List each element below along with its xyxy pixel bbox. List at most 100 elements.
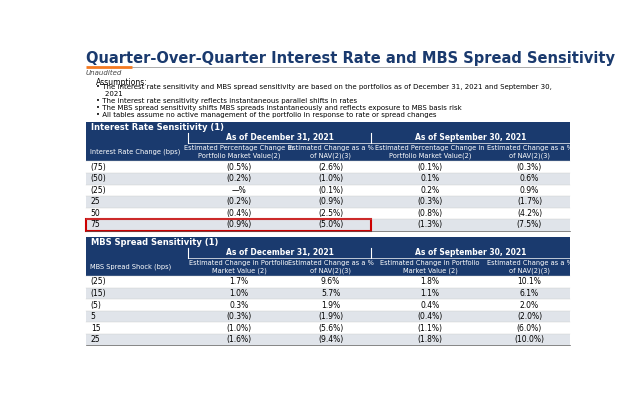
Text: 25: 25 — [91, 335, 100, 344]
Text: 15: 15 — [91, 324, 100, 333]
Text: (1.8%): (1.8%) — [417, 335, 442, 344]
Text: (1.9%): (1.9%) — [318, 312, 343, 321]
Text: (0.2%): (0.2%) — [227, 174, 252, 183]
Text: (1.7%): (1.7%) — [517, 198, 542, 206]
Text: • The interest rate sensitivity and MBS spread sensitivity are based on the port: • The interest rate sensitivity and MBS … — [95, 84, 552, 90]
Text: 75: 75 — [91, 220, 100, 229]
FancyBboxPatch shape — [86, 196, 570, 208]
Text: 0.3%: 0.3% — [229, 300, 249, 310]
FancyBboxPatch shape — [86, 258, 570, 276]
Text: 5: 5 — [91, 312, 95, 321]
Text: 5.7%: 5.7% — [321, 289, 340, 298]
Text: 25: 25 — [91, 198, 100, 206]
Text: (0.3%): (0.3%) — [227, 312, 252, 321]
Text: 1.8%: 1.8% — [420, 278, 440, 286]
Text: (15): (15) — [91, 289, 106, 298]
Text: (7.5%): (7.5%) — [517, 220, 542, 229]
Text: 1.1%: 1.1% — [420, 289, 440, 298]
Text: 1.9%: 1.9% — [321, 300, 340, 310]
Text: (1.6%): (1.6%) — [227, 335, 252, 344]
Text: (25): (25) — [91, 278, 106, 286]
Text: (0.1%): (0.1%) — [417, 163, 443, 172]
Text: 2021: 2021 — [95, 91, 122, 98]
Text: —%: —% — [232, 186, 246, 195]
FancyBboxPatch shape — [86, 219, 570, 231]
Text: (2.5%): (2.5%) — [318, 209, 343, 218]
FancyBboxPatch shape — [86, 208, 570, 219]
Text: (0.4%): (0.4%) — [227, 209, 252, 218]
FancyBboxPatch shape — [86, 288, 570, 299]
Text: 6.1%: 6.1% — [520, 289, 539, 298]
FancyBboxPatch shape — [86, 185, 570, 196]
FancyBboxPatch shape — [86, 173, 570, 185]
Text: 0.6%: 0.6% — [520, 174, 539, 183]
Text: 0.4%: 0.4% — [420, 300, 440, 310]
Text: Quarter-Over-Quarter Interest Rate and MBS Spread Sensitivity: Quarter-Over-Quarter Interest Rate and M… — [86, 51, 615, 66]
Text: (9.4%): (9.4%) — [318, 335, 343, 344]
Text: Assumptions:: Assumptions: — [95, 78, 147, 86]
Text: (0.3%): (0.3%) — [417, 198, 443, 206]
Text: 0.9%: 0.9% — [520, 186, 539, 195]
Text: (0.1%): (0.1%) — [318, 186, 343, 195]
Text: (5.0%): (5.0%) — [318, 220, 343, 229]
Text: (2.0%): (2.0%) — [517, 312, 542, 321]
Text: (0.2%): (0.2%) — [227, 198, 252, 206]
FancyBboxPatch shape — [86, 237, 570, 248]
Text: 2.0%: 2.0% — [520, 300, 539, 310]
Text: (0.5%): (0.5%) — [227, 163, 252, 172]
Text: 9.6%: 9.6% — [321, 278, 340, 286]
FancyBboxPatch shape — [86, 248, 570, 258]
Text: (0.9%): (0.9%) — [318, 198, 343, 206]
Text: (1.0%): (1.0%) — [227, 324, 252, 333]
Text: (5.6%): (5.6%) — [318, 324, 343, 333]
Text: • The interest rate sensitivity reflects instantaneous parallel shifts in rates: • The interest rate sensitivity reflects… — [95, 98, 356, 104]
Text: (0.9%): (0.9%) — [227, 220, 252, 229]
FancyBboxPatch shape — [86, 133, 570, 143]
Text: (0.3%): (0.3%) — [517, 163, 542, 172]
FancyBboxPatch shape — [86, 143, 570, 161]
Text: (10.0%): (10.0%) — [515, 335, 545, 344]
Text: (1.1%): (1.1%) — [417, 324, 442, 333]
Text: Estimated Change in Portfolio
Market Value (2): Estimated Change in Portfolio Market Val… — [189, 260, 289, 273]
Text: (0.8%): (0.8%) — [417, 209, 443, 218]
Text: (1.3%): (1.3%) — [417, 220, 443, 229]
Text: • All tables assume no active management of the portfolio in response to rate or: • All tables assume no active management… — [95, 112, 436, 118]
Text: 0.2%: 0.2% — [420, 186, 440, 195]
Text: Estimated Change as a %
of NAV(2)(3): Estimated Change as a % of NAV(2)(3) — [287, 146, 374, 159]
Text: 1.7%: 1.7% — [230, 278, 248, 286]
Text: • The MBS spread sensitivity shifts MBS spreads instantaneously and reflects exp: • The MBS spread sensitivity shifts MBS … — [95, 105, 461, 111]
Text: (50): (50) — [91, 174, 106, 183]
Text: (2.6%): (2.6%) — [318, 163, 343, 172]
Text: As of December 31, 2021: As of December 31, 2021 — [226, 134, 333, 142]
Text: Estimated Change in Portfolio
Market Value (2): Estimated Change in Portfolio Market Val… — [380, 260, 480, 273]
Text: Interest Rate Change (bps): Interest Rate Change (bps) — [90, 149, 180, 156]
Text: As of December 31, 2021: As of December 31, 2021 — [226, 248, 333, 257]
Text: (6.0%): (6.0%) — [517, 324, 542, 333]
Text: (25): (25) — [91, 186, 106, 195]
Text: Estimated Change as a %
of NAV(2)(3): Estimated Change as a % of NAV(2)(3) — [287, 260, 374, 273]
Text: As of September 30, 2021: As of September 30, 2021 — [415, 134, 526, 142]
Text: Estimated Percentage Change in
Portfolio Market Value(2): Estimated Percentage Change in Portfolio… — [375, 146, 485, 159]
FancyBboxPatch shape — [86, 299, 570, 311]
Text: MBS Spread Sensitivity (1): MBS Spread Sensitivity (1) — [91, 238, 218, 247]
Text: (0.4%): (0.4%) — [417, 312, 443, 321]
Text: (5): (5) — [91, 300, 102, 310]
Text: Estimated Change as a %
of NAV(2)(3): Estimated Change as a % of NAV(2)(3) — [486, 146, 572, 159]
Text: Interest Rate Sensitivity (1): Interest Rate Sensitivity (1) — [91, 123, 224, 132]
Text: MBS Spread Shock (bps): MBS Spread Shock (bps) — [90, 264, 171, 270]
Text: Unaudited: Unaudited — [86, 70, 122, 76]
FancyBboxPatch shape — [86, 322, 570, 334]
Text: 10.1%: 10.1% — [518, 278, 541, 286]
Text: (4.2%): (4.2%) — [517, 209, 542, 218]
FancyBboxPatch shape — [86, 122, 570, 133]
Text: 50: 50 — [91, 209, 100, 218]
Text: (75): (75) — [91, 163, 106, 172]
FancyBboxPatch shape — [86, 311, 570, 322]
FancyBboxPatch shape — [86, 161, 570, 173]
FancyBboxPatch shape — [86, 276, 570, 288]
Text: Estimated Percentage Change in
Portfolio Market Value(2): Estimated Percentage Change in Portfolio… — [184, 146, 294, 159]
Text: 0.1%: 0.1% — [420, 174, 440, 183]
Text: As of September 30, 2021: As of September 30, 2021 — [415, 248, 526, 257]
Text: Estimated Change as a %
of NAV(2)(3): Estimated Change as a % of NAV(2)(3) — [486, 260, 572, 273]
Text: 1.0%: 1.0% — [230, 289, 248, 298]
